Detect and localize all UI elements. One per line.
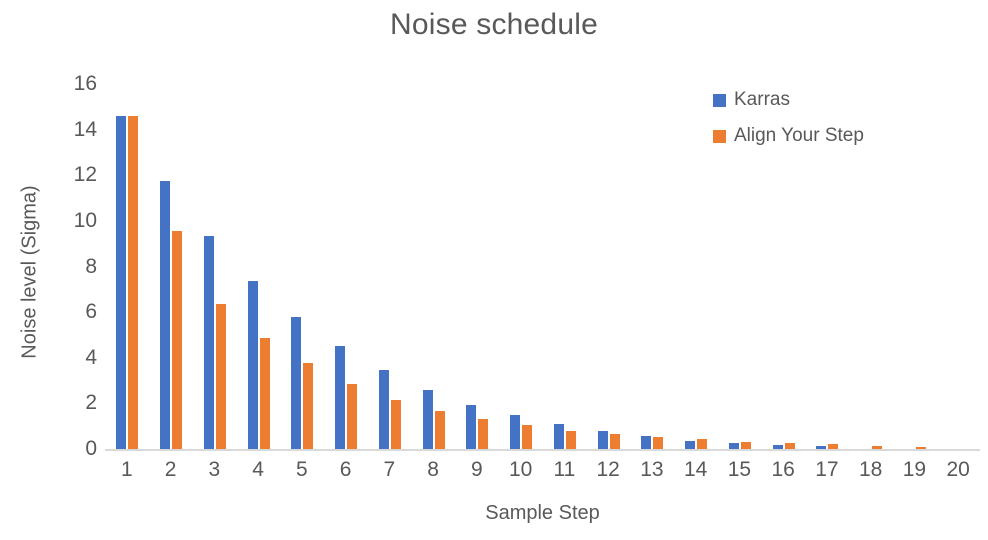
y-tick-label: 0 [85,437,97,460]
x-tick-label: 2 [164,458,177,481]
legend: Karras Align Your Step [713,89,864,161]
legend-marker-icon [713,129,726,143]
chart-title: Noise schedule [390,8,598,41]
bar-karras-step-16 [772,445,783,449]
bar-align-your-step-step-12 [609,434,620,449]
legend-item-karras: Karras [713,89,864,111]
bar-align-your-step-step-10 [522,425,533,449]
bar-karras-step-10 [510,415,521,449]
y-tick-label: 10 [73,208,97,232]
x-tick-label: 3 [208,458,221,481]
y-tick-label: 16 [73,72,97,95]
x-tick-label: 5 [296,458,308,481]
x-tick-label: 15 [727,458,752,481]
bar-karras-step-9 [466,405,477,449]
bar-align-your-step-step-17 [828,444,839,449]
x-tick-label: 10 [508,458,533,481]
x-tick-label: 7 [383,458,396,481]
bar-align-your-step-step-4 [259,338,270,449]
bar-karras-step-15 [728,443,739,449]
x-tick-label: 20 [946,458,970,481]
bar-align-your-step-step-2 [172,231,183,449]
bar-align-your-step-step-1 [128,116,139,449]
legend-label: Karras [734,89,790,110]
x-tick-label: 17 [815,458,839,481]
plot-area [105,84,980,451]
bar-align-your-step-step-19 [915,447,926,449]
x-tick-label: 6 [339,458,352,481]
bar-karras-step-12 [597,431,608,449]
x-tick-label: 9 [471,458,483,481]
x-tick-label: 1 [121,458,133,481]
x-tick-label: 18 [858,458,883,481]
y-tick-label: 12 [73,163,97,187]
bar-align-your-step-step-14 [697,439,708,449]
x-tick-label: 11 [553,458,576,481]
bar-karras-step-11 [553,424,564,449]
bar-karras-step-13 [641,436,652,449]
y-tick-label: 6 [85,300,97,324]
bar-karras-step-6 [335,346,346,449]
x-tick-label: 12 [596,458,620,481]
bar-align-your-step-step-13 [653,437,664,449]
bar-align-your-step-step-11 [565,431,576,449]
bar-align-your-step-step-18 [872,446,883,449]
bar-align-your-step-step-6 [347,384,358,449]
x-tick-label: 8 [427,458,439,481]
bar-karras-step-17 [816,446,827,449]
bar-karras-step-3 [203,236,214,449]
x-tick-label: 19 [902,458,927,481]
legend-marker-icon [713,93,726,107]
bar-karras-step-8 [422,390,433,449]
bar-align-your-step-step-15 [740,442,751,449]
bar-karras-step-14 [685,441,696,449]
bar-align-your-step-step-3 [215,304,226,449]
y-tick-label: 14 [73,117,97,141]
bar-karras-step-4 [247,281,258,449]
x-tick-label: 14 [683,458,708,481]
bar-align-your-step-step-7 [390,400,401,449]
y-tick-label: 8 [85,254,97,278]
x-tick-label: 4 [252,458,264,481]
bar-align-your-step-step-8 [434,411,445,449]
bar-karras-step-2 [160,181,171,449]
bar-align-your-step-step-16 [784,443,795,449]
bar-align-your-step-step-9 [478,419,489,449]
y-tick-label: 2 [85,391,97,415]
legend-label: Align Your Step [734,125,864,146]
bar-karras-step-5 [291,317,302,449]
bar-align-your-step-step-5 [303,363,314,449]
legend-item-align-your-step: Align Your Step [713,125,864,147]
bar-karras-step-1 [116,116,127,449]
x-tick-label: 13 [640,458,664,481]
bar-karras-step-7 [378,370,389,449]
x-tick-label: 16 [771,458,795,481]
y-tick-label: 4 [85,345,97,369]
x-axis-title: Sample Step [485,502,600,524]
